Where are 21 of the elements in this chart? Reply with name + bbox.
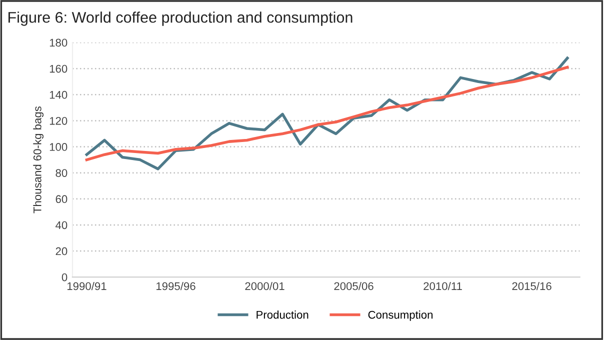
line-series [85,66,569,162]
y-tick-label: 0 [62,273,68,282]
y-tick-label: 60 [56,195,68,204]
y-tick-label: 40 [56,221,68,230]
y-tick-label: 180 [50,38,68,47]
x-tick-label: 2010/11 [424,282,462,290]
y-tick-label: 20 [56,247,68,256]
y-tick-label: 160 [50,64,68,73]
legend-label: Consumption [368,310,433,321]
y-axis-title: Thousand 60-kg bags [33,106,44,214]
y-tick-label: 140 [50,90,68,99]
x-tick-label: 2005/06 [334,282,374,290]
y-tick-label: 80 [56,169,68,177]
legend-label: Production [256,310,308,319]
y-tick-label: 100 [50,143,68,151]
x-tick-label: 1990/91 [67,282,106,290]
x-tick-label: 2000/01 [245,282,284,290]
x-tick-label: 1995/96 [156,282,196,290]
chart-title: Figure 6: World coffee production and consumption [8,12,352,26]
x-tick-label: 2015/16 [512,282,552,290]
y-tick-label: 120 [50,116,68,125]
